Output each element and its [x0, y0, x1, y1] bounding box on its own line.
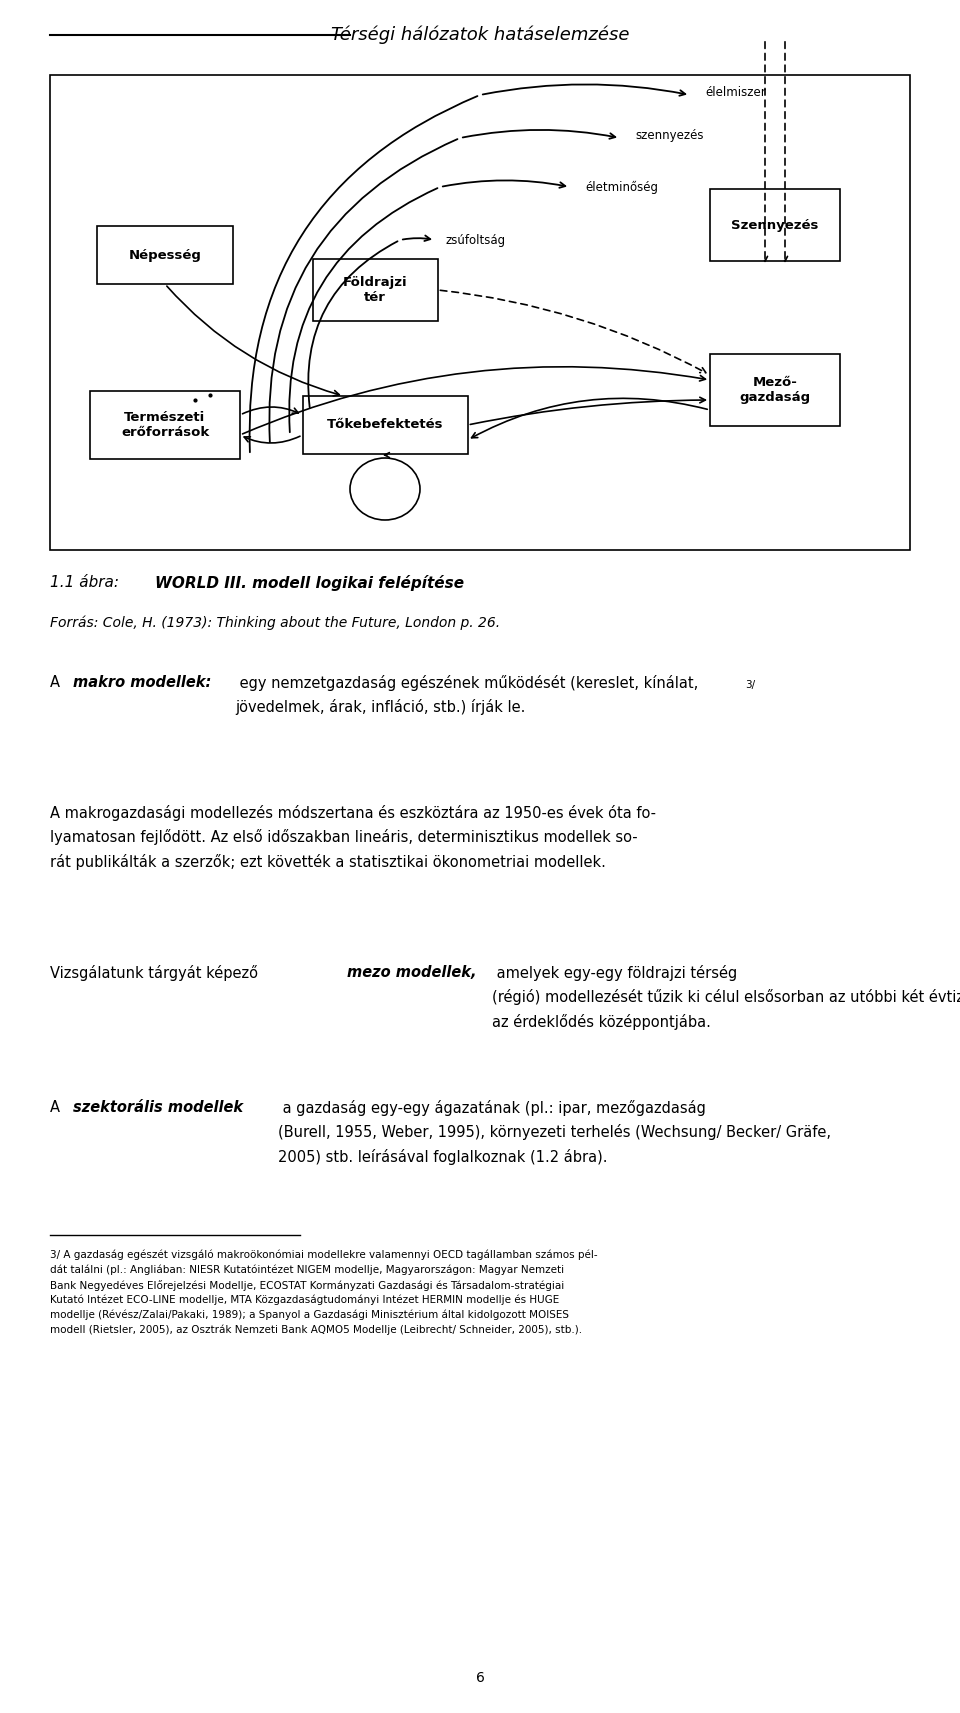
Text: A: A: [50, 675, 64, 690]
Bar: [50, 75, 910, 550]
FancyArrowPatch shape: [289, 188, 438, 432]
Text: egy nemzetgazdaság egészének működését (kereslet, kínálat,
jövedelmek, árak, inf: egy nemzetgazdaság egészének működését (…: [235, 675, 698, 716]
Text: 3/: 3/: [745, 680, 756, 690]
Bar: [90, 391, 240, 459]
Text: szektorális modellek: szektorális modellek: [73, 1100, 243, 1115]
FancyArrowPatch shape: [471, 399, 708, 439]
Bar: [710, 188, 840, 260]
Text: mezo modellek,: mezo modellek,: [347, 964, 476, 980]
FancyArrowPatch shape: [243, 408, 299, 415]
Text: Földrajzi
tér: Földrajzi tér: [343, 276, 407, 303]
Text: a gazdaság egy-egy ágazatának (pl.: ipar, mezőgazdaság
(Burell, 1955, Weber, 199: a gazdaság egy-egy ágazatának (pl.: ipar…: [278, 1100, 831, 1165]
FancyArrowPatch shape: [167, 286, 339, 396]
Text: Szennyezés: Szennyezés: [732, 219, 819, 231]
Text: A: A: [50, 1100, 64, 1115]
FancyArrowPatch shape: [470, 397, 706, 425]
Text: szennyezés: szennyezés: [635, 128, 704, 142]
Text: amelyek egy-egy földrajzi térség
(régió) modellezését tűzik ki célul elsősorban : amelyek egy-egy földrajzi térség (régió)…: [492, 964, 960, 1030]
Text: A makrogazdasági modellezés módszertana és eszköztára az 1950-es évek óta fo-
ly: A makrogazdasági modellezés módszertana …: [50, 805, 656, 870]
FancyArrowPatch shape: [443, 180, 565, 188]
FancyArrowPatch shape: [403, 235, 430, 242]
Bar: [710, 355, 840, 427]
FancyArrowPatch shape: [463, 130, 615, 139]
Bar: [313, 259, 438, 320]
Text: 3/ A gazdaság egészét vizsgáló makroökonómiai modellekre valamennyi OECD tagálla: 3/ A gazdaság egészét vizsgáló makroökon…: [50, 1250, 598, 1334]
FancyArrowPatch shape: [243, 367, 706, 433]
Text: Térségi hálózatok hatáselemzése: Térségi hálózatok hatáselemzése: [331, 26, 629, 45]
Text: 1.1 ábra:: 1.1 ábra:: [50, 576, 124, 589]
FancyArrowPatch shape: [308, 242, 397, 408]
FancyArrowPatch shape: [244, 437, 300, 444]
Text: élelmiszer: élelmiszer: [705, 86, 766, 99]
FancyArrowPatch shape: [269, 139, 458, 442]
Text: Mező-
gazdaság: Mező- gazdaság: [739, 375, 810, 404]
FancyArrowPatch shape: [483, 84, 685, 96]
Text: makro modellek:: makro modellek:: [73, 675, 211, 690]
Bar: [98, 226, 232, 284]
FancyArrowPatch shape: [250, 96, 477, 452]
Text: WORLD III. modell logikai felépítése: WORLD III. modell logikai felépítése: [155, 576, 464, 591]
Text: 6: 6: [475, 1670, 485, 1686]
Text: Forrás: Cole, H. (1973): Thinking about the Future, London p. 26.: Forrás: Cole, H. (1973): Thinking about …: [50, 615, 500, 629]
Text: Vizsgálatunk tárgyát képező: Vizsgálatunk tárgyát képező: [50, 964, 263, 982]
Text: Népesség: Népesség: [129, 248, 202, 262]
Text: életminőség: életminőség: [585, 180, 658, 194]
Text: Tőkebefektetés: Tőkebefektetés: [326, 418, 444, 432]
Text: Természeti
erőforrások: Természeti erőforrások: [121, 411, 209, 439]
FancyArrowPatch shape: [441, 289, 706, 373]
Bar: [302, 396, 468, 454]
Text: zsúfoltság: zsúfoltság: [445, 233, 505, 247]
